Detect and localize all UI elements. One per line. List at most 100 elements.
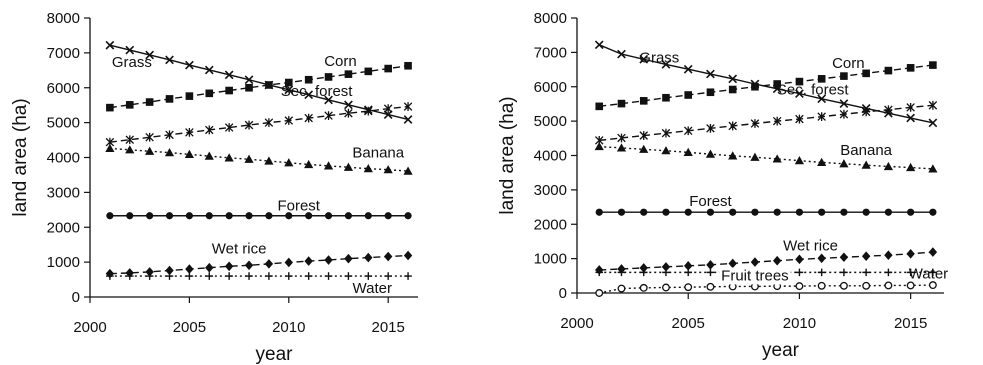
x-axis-title: year	[762, 340, 800, 361]
series-line-corn	[599, 64, 933, 108]
data-point	[185, 272, 194, 280]
data-point	[404, 272, 412, 280]
data-point	[324, 111, 333, 121]
data-point	[683, 64, 693, 74]
y-tick-label: 5000	[47, 115, 80, 132]
data-point	[364, 272, 373, 280]
series-banana: Banana	[105, 143, 413, 175]
series-label-forest: Forest	[689, 193, 732, 210]
series-label-wet-rice: Wet rice	[783, 237, 838, 254]
data-point	[818, 208, 826, 216]
data-point	[145, 267, 154, 277]
data-point	[304, 113, 313, 123]
data-point	[840, 72, 848, 80]
y-tick-label: 6000	[534, 79, 567, 96]
data-point	[639, 97, 648, 105]
y-axis-title: land area (ha)	[497, 96, 518, 214]
data-point	[772, 255, 782, 266]
data-point	[324, 255, 333, 265]
data-point	[661, 262, 671, 272]
series-line-sec-forest	[599, 104, 933, 142]
data-point	[817, 253, 826, 264]
data-point	[244, 154, 254, 163]
data-point	[204, 65, 214, 75]
data-point	[616, 143, 627, 152]
series-label-grass: Grass	[639, 49, 679, 66]
data-point	[284, 78, 293, 87]
data-point	[245, 83, 253, 92]
data-point	[706, 69, 715, 79]
data-point	[862, 268, 870, 277]
data-point	[773, 208, 781, 216]
data-point	[706, 123, 715, 133]
data-point	[165, 272, 174, 280]
y-tick-label: 4000	[534, 148, 567, 165]
data-point	[751, 82, 759, 91]
data-point	[794, 156, 805, 165]
data-point	[244, 260, 254, 271]
data-point	[839, 252, 849, 263]
data-point	[617, 133, 626, 143]
series-forest: Forest	[595, 193, 937, 216]
data-point	[861, 160, 871, 169]
data-point	[639, 268, 648, 277]
series-label-corn: Corn	[324, 53, 357, 70]
data-point	[839, 159, 849, 168]
data-point	[264, 259, 274, 269]
data-point	[862, 69, 870, 78]
series-corn: Corn	[595, 55, 937, 111]
data-point	[684, 261, 693, 271]
data-point	[795, 282, 804, 291]
data-point	[862, 281, 871, 290]
data-point	[265, 212, 273, 220]
data-point	[344, 272, 353, 280]
data-point	[906, 102, 915, 112]
data-point	[683, 126, 693, 136]
data-point	[364, 252, 373, 263]
data-point	[839, 281, 848, 290]
data-point	[205, 125, 214, 135]
data-point	[907, 208, 915, 216]
data-point	[324, 95, 333, 105]
data-point	[639, 54, 649, 64]
series-label-sec-forest: Sec. forest	[777, 82, 850, 99]
series-sec-forest: Sec. forest	[105, 83, 413, 147]
data-point	[284, 272, 293, 280]
data-point	[662, 268, 670, 277]
data-point	[185, 60, 194, 70]
y-tick-label: 4000	[47, 150, 80, 167]
series-line-wet-rice	[109, 254, 409, 275]
data-point	[728, 85, 737, 94]
data-point	[817, 268, 826, 277]
y-tick-label: 2000	[534, 216, 567, 233]
data-point	[383, 104, 393, 114]
data-point	[384, 272, 392, 280]
data-point	[285, 212, 293, 220]
data-point	[594, 40, 604, 50]
data-point	[185, 212, 193, 220]
data-point	[106, 212, 114, 220]
data-point	[840, 208, 848, 216]
data-point	[684, 208, 692, 216]
data-point	[706, 282, 715, 291]
series-corn: Corn	[106, 53, 412, 112]
data-point	[125, 135, 135, 145]
data-point	[639, 131, 648, 140]
data-point	[264, 118, 274, 128]
data-point	[817, 75, 826, 83]
data-point	[817, 112, 826, 122]
data-point	[595, 268, 604, 277]
data-point	[364, 212, 372, 220]
data-point	[639, 263, 648, 273]
series-line-grass	[109, 44, 409, 121]
data-point	[224, 261, 234, 272]
x-tick-label: 2000	[73, 319, 106, 336]
data-point	[324, 272, 333, 280]
data-point	[928, 281, 937, 290]
data-point	[164, 148, 175, 157]
data-point	[304, 272, 313, 280]
data-point	[906, 268, 915, 277]
data-point	[284, 116, 294, 125]
data-point	[205, 272, 214, 280]
